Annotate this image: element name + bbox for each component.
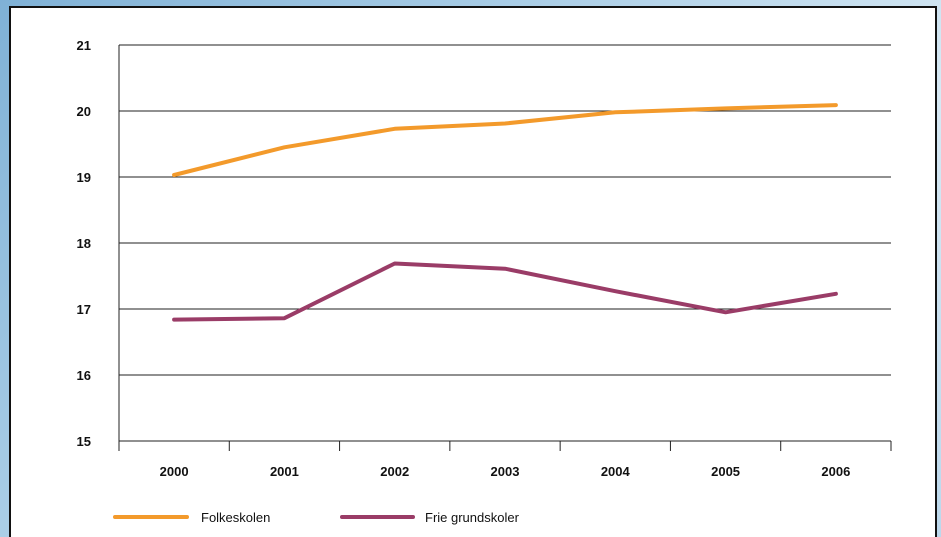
legend-label: Folkeskolen [201, 510, 270, 525]
x-tick-label: 2002 [380, 464, 409, 479]
y-tick-label: 15 [77, 434, 91, 449]
series-line-folkeskolen [172, 103, 838, 177]
chart-panel: 15 16 17 18 19 20 21 2000 2001 2002 2003 2004 2005 20… [9, 6, 937, 537]
x-tick-label: 2005 [711, 464, 740, 479]
y-tick-label: 20 [77, 104, 91, 119]
y-tick-label: 18 [77, 236, 91, 251]
x-tick-label: 2003 [491, 464, 520, 479]
series-line-frie-grundskoler [172, 261, 838, 322]
y-tick-label: 16 [77, 368, 91, 383]
axes: 15 16 17 18 19 20 21 2000 2001 2002 2003 2004 2005 20… [77, 38, 892, 479]
x-tick-label: 2001 [270, 464, 299, 479]
y-tick-label: 19 [77, 170, 91, 185]
legend-label: Frie grundskoler [425, 510, 520, 525]
x-tick-label: 2006 [821, 464, 850, 479]
line-chart: 15 16 17 18 19 20 21 2000 2001 2002 2003 2004 2005 20… [77, 38, 892, 525]
y-tick-label: 17 [77, 302, 91, 317]
series-lines [172, 103, 838, 322]
legend: Folkeskolen Frie grundskoler [113, 510, 520, 525]
grid-lines [119, 44, 891, 442]
x-tick-label: 2004 [601, 464, 631, 479]
y-tick-label: 21 [77, 38, 91, 53]
x-tick-label: 2000 [160, 464, 189, 479]
